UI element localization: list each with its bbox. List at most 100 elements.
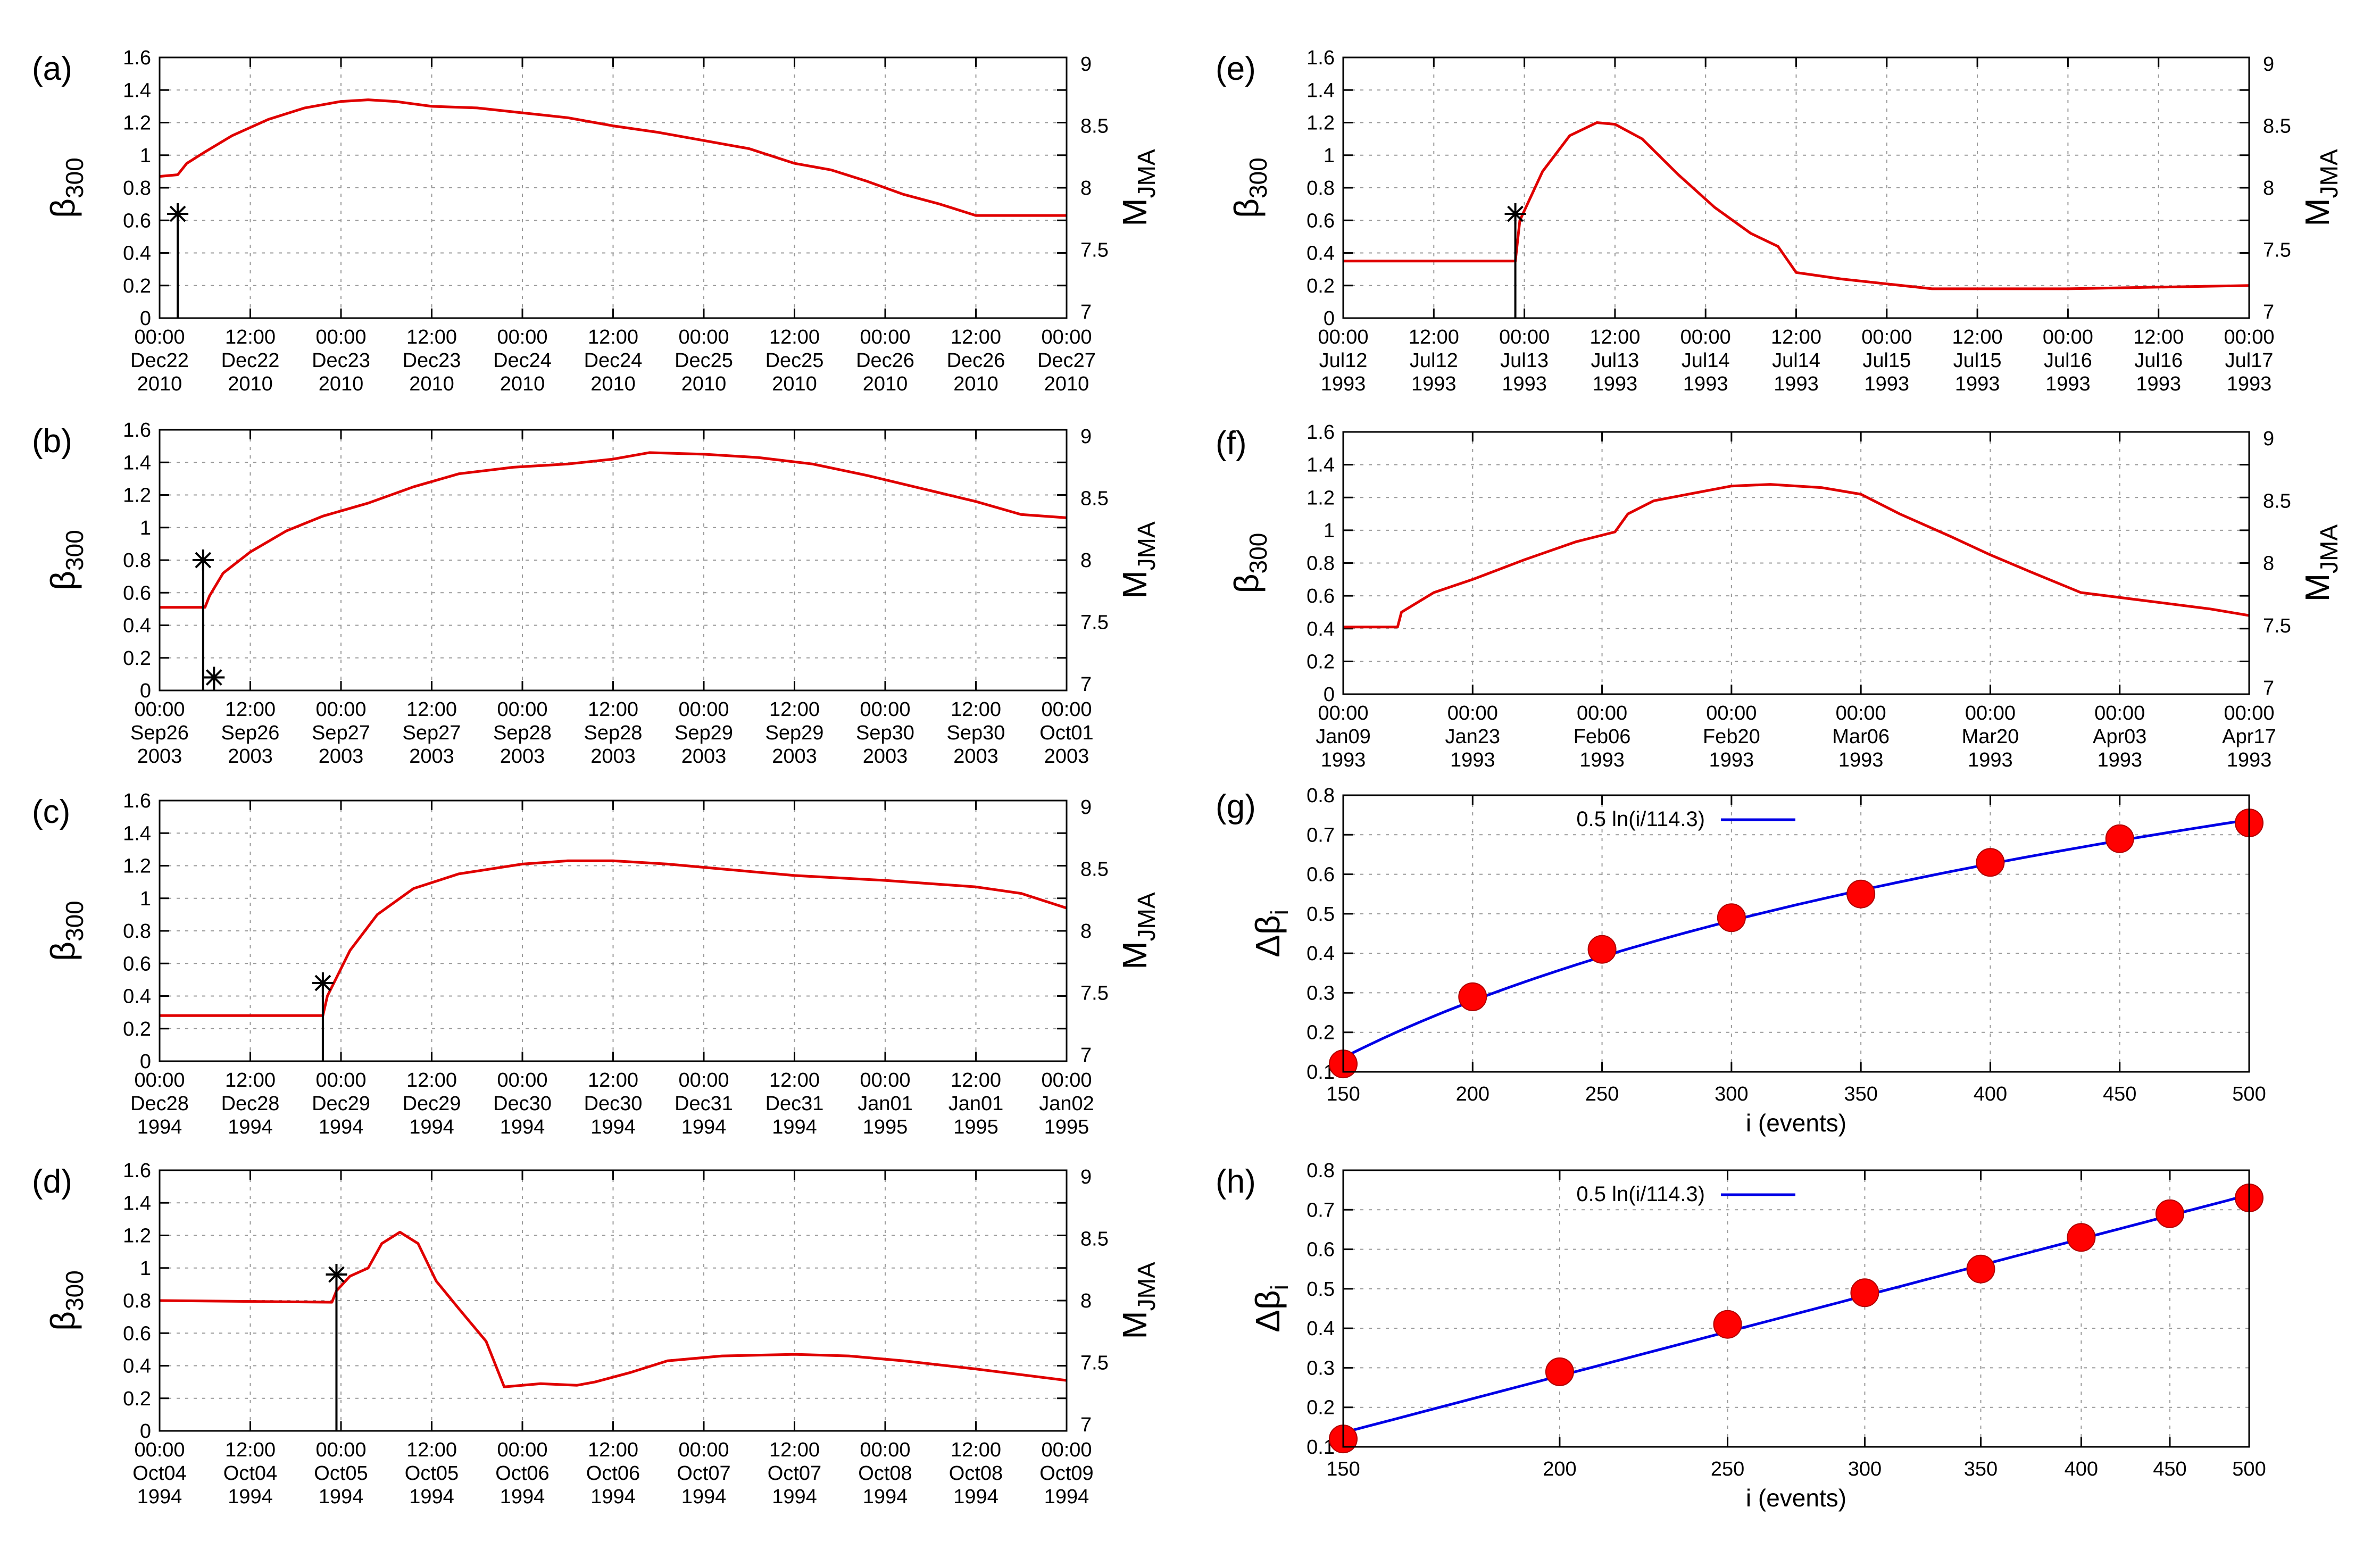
y-tick-label: 0.4 bbox=[123, 1355, 151, 1378]
x-tick-time: 12:00 bbox=[406, 698, 457, 721]
y-tick-label: 0.8 bbox=[1306, 1160, 1335, 1182]
x-tick-label: 450 bbox=[2103, 1083, 2136, 1105]
x-tick-date: Dec29 bbox=[403, 1093, 461, 1115]
y-tick-label: 0 bbox=[1324, 307, 1335, 330]
y-tick-label: 0.8 bbox=[1306, 785, 1335, 807]
y-tick-label: 1.4 bbox=[123, 452, 151, 474]
x-tick-date: Dec30 bbox=[584, 1093, 643, 1115]
y-tick-label: 0.8 bbox=[123, 549, 151, 572]
y-tick-label: 1.4 bbox=[123, 1192, 151, 1214]
y-tick-label: 1 bbox=[1324, 520, 1335, 542]
x-tick-date: Oct06 bbox=[495, 1462, 549, 1485]
x-tick-year: 2003 bbox=[228, 745, 273, 768]
data-point bbox=[1976, 848, 2005, 877]
panel-b: (b)00.20.40.60.811.21.41.600:00Sep262003… bbox=[32, 419, 1160, 768]
x-tick-date: Oct06 bbox=[586, 1462, 640, 1485]
y-tick-label: 1.2 bbox=[123, 112, 151, 135]
y-tick-label: 0.6 bbox=[1306, 210, 1335, 232]
beta-series-line bbox=[159, 98, 1067, 217]
event-marker bbox=[312, 972, 334, 994]
y-tick-label: 0 bbox=[140, 1420, 151, 1443]
data-point bbox=[1966, 1254, 1995, 1284]
x-tick-date: Jul13 bbox=[1500, 349, 1549, 372]
y-tick-label: 0.5 bbox=[1306, 903, 1335, 926]
x-tick-date: Dec28 bbox=[221, 1093, 280, 1115]
x-tick-year: 1995 bbox=[1044, 1116, 1089, 1138]
y-tick-label: 1 bbox=[1324, 145, 1335, 167]
x-tick-year: 1993 bbox=[1838, 749, 1884, 771]
x-tick-year: 1994 bbox=[409, 1486, 454, 1508]
x-tick-time: 12:00 bbox=[951, 326, 1001, 348]
y2-tick-label: 7.5 bbox=[1080, 239, 1109, 262]
y2-tick-label: 7 bbox=[2263, 301, 2274, 323]
x-tick-date: Feb20 bbox=[1703, 726, 1760, 748]
x-tick-time: 00:00 bbox=[134, 326, 185, 348]
y-tick-label: 0.2 bbox=[123, 1018, 151, 1040]
y2-tick-label: 9 bbox=[1080, 426, 1092, 448]
plot-frame bbox=[159, 56, 1068, 319]
x-tick-year: 2010 bbox=[319, 373, 364, 395]
y2-axis-label: MJMA bbox=[1116, 149, 1160, 227]
x-tick-year: 2010 bbox=[500, 373, 545, 395]
x-tick-time: 00:00 bbox=[860, 326, 910, 348]
x-tick-year: 1994 bbox=[772, 1486, 817, 1508]
x-tick-year: 1993 bbox=[1709, 749, 1754, 771]
x-tick-time: 00:00 bbox=[497, 698, 547, 721]
y-tick-label: 0.8 bbox=[123, 177, 151, 199]
event-marker-stroke bbox=[205, 669, 222, 686]
y2-tick-label: 8 bbox=[2263, 553, 2274, 575]
x-tick-time: 00:00 bbox=[1836, 702, 1886, 724]
x-tick-time: 12:00 bbox=[1590, 326, 1640, 348]
y-tick-label: 1.2 bbox=[123, 1225, 151, 1247]
x-tick-time: 00:00 bbox=[1680, 326, 1731, 348]
x-tick-year: 2003 bbox=[500, 745, 545, 768]
y2-tick-label: 7 bbox=[1080, 673, 1092, 696]
x-tick-time: 00:00 bbox=[678, 326, 729, 348]
x-tick-time: 00:00 bbox=[1965, 702, 2016, 724]
x-tick-time: 00:00 bbox=[678, 1069, 729, 1092]
x-tick-date: Feb06 bbox=[1574, 726, 1631, 748]
y-tick-label: 0.2 bbox=[123, 647, 151, 670]
data-point bbox=[1587, 935, 1617, 964]
x-tick-year: 2010 bbox=[228, 373, 273, 395]
data-point bbox=[1850, 1278, 1879, 1307]
beta-series-line bbox=[1343, 483, 2250, 629]
y-tick-label: 0.3 bbox=[1306, 1357, 1335, 1379]
x-tick-date: Dec31 bbox=[675, 1093, 733, 1115]
x-tick-date: Dec25 bbox=[675, 349, 733, 372]
x-tick-date: Jul14 bbox=[1772, 349, 1820, 372]
x-tick-year: 2003 bbox=[590, 745, 636, 768]
x-tick-year: 1994 bbox=[228, 1116, 273, 1138]
x-tick-date: Dec28 bbox=[130, 1093, 189, 1115]
y-tick-label: 0.2 bbox=[123, 275, 151, 297]
x-tick-time: 00:00 bbox=[497, 1069, 547, 1092]
x-tick-year: 2003 bbox=[953, 745, 998, 768]
x-tick-year: 1994 bbox=[228, 1486, 273, 1508]
panel-c: (c)00.20.40.60.811.21.41.600:00Dec281994… bbox=[32, 790, 1160, 1138]
plot-frame bbox=[1342, 56, 2250, 319]
x-tick-year: 1994 bbox=[590, 1116, 636, 1138]
x-tick-label: 200 bbox=[1456, 1083, 1489, 1105]
x-tick-year: 1994 bbox=[500, 1486, 545, 1508]
y2-tick-label: 7.5 bbox=[2263, 615, 2291, 637]
x-tick-time: 12:00 bbox=[225, 1069, 276, 1092]
plot-frame bbox=[159, 1169, 1068, 1432]
panel-label: (d) bbox=[32, 1163, 72, 1200]
plot-frame bbox=[159, 429, 1068, 692]
x-tick-time: 00:00 bbox=[2224, 702, 2274, 724]
data-point bbox=[2105, 824, 2134, 853]
x-axis-label: i (events) bbox=[1746, 1484, 1846, 1512]
y-tick-label: 1.2 bbox=[1306, 112, 1335, 135]
x-tick-year: 1993 bbox=[1593, 373, 1638, 395]
y-tick-label: 0.6 bbox=[1306, 864, 1335, 886]
event-marker-stroke bbox=[169, 205, 186, 222]
y-axis-label: β300 bbox=[1227, 157, 1272, 218]
y-tick-label: 0.4 bbox=[1306, 618, 1335, 640]
y2-tick-label: 7 bbox=[2263, 677, 2274, 699]
y-tick-label: 0.6 bbox=[123, 953, 151, 975]
x-tick-date: Jul12 bbox=[1410, 349, 1458, 372]
x-tick-time: 00:00 bbox=[1318, 326, 1368, 348]
x-tick-label: 250 bbox=[1585, 1083, 1619, 1105]
data-point bbox=[2067, 1223, 2096, 1252]
